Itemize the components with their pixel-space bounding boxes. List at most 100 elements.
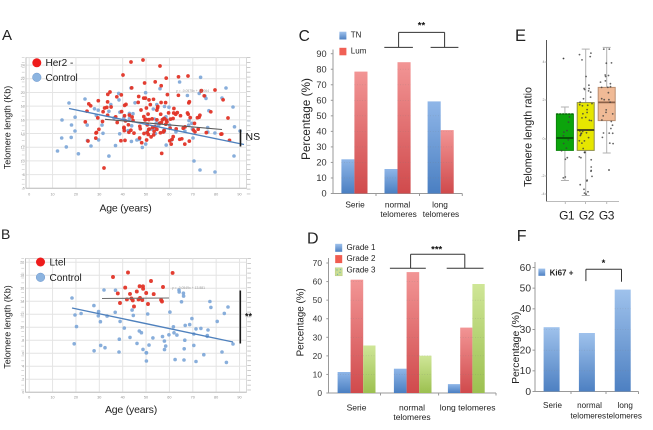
svg-text:22: 22 bbox=[21, 77, 25, 81]
svg-text:10: 10 bbox=[50, 193, 54, 197]
svg-text:-4: -4 bbox=[541, 192, 544, 196]
svg-text:10: 10 bbox=[316, 173, 326, 183]
svg-text:70: 70 bbox=[316, 80, 326, 90]
svg-text:Grade 3: Grade 3 bbox=[347, 265, 376, 274]
svg-text:0: 0 bbox=[28, 193, 30, 197]
svg-text:60: 60 bbox=[316, 96, 326, 106]
svg-text:30: 30 bbox=[97, 396, 101, 400]
svg-text:20: 20 bbox=[21, 91, 25, 95]
svg-text:40: 40 bbox=[520, 304, 532, 315]
svg-text:10: 10 bbox=[520, 366, 532, 377]
svg-text:Grade 2: Grade 2 bbox=[347, 254, 376, 263]
svg-text:20: 20 bbox=[20, 261, 24, 265]
svg-text:70: 70 bbox=[191, 193, 195, 197]
svg-text:60: 60 bbox=[167, 193, 171, 197]
svg-text:6: 6 bbox=[23, 187, 25, 191]
svg-text:Ki67 +: Ki67 + bbox=[550, 269, 574, 278]
svg-text:Telomere length (Kb): Telomere length (Kb) bbox=[3, 285, 13, 369]
svg-text:40: 40 bbox=[316, 127, 326, 137]
svg-text:Her2 -: Her2 - bbox=[46, 58, 74, 69]
svg-text:20: 20 bbox=[74, 396, 78, 400]
svg-text:C: C bbox=[299, 28, 310, 45]
svg-text:Percentage (%): Percentage (%) bbox=[511, 312, 522, 384]
svg-text:**: ** bbox=[245, 312, 253, 322]
svg-text:20: 20 bbox=[520, 346, 532, 357]
svg-text:90: 90 bbox=[316, 49, 326, 59]
svg-text:40: 40 bbox=[121, 396, 125, 400]
svg-text:24: 24 bbox=[21, 64, 25, 68]
svg-text:Control: Control bbox=[46, 73, 78, 84]
svg-text:telomeres: telomeres bbox=[423, 209, 459, 219]
svg-text:80: 80 bbox=[214, 396, 218, 400]
svg-text:30: 30 bbox=[97, 193, 101, 197]
svg-text:0: 0 bbox=[22, 391, 24, 395]
svg-text:normal: normal bbox=[399, 402, 425, 412]
svg-text:Serie: Serie bbox=[345, 200, 365, 210]
svg-text:telomeres: telomeres bbox=[571, 411, 607, 420]
svg-text:telomeres: telomeres bbox=[393, 412, 430, 422]
svg-text:16: 16 bbox=[20, 287, 24, 291]
svg-text:8: 8 bbox=[22, 339, 24, 343]
svg-text:A: A bbox=[2, 27, 12, 44]
svg-text:Age (years): Age (years) bbox=[99, 202, 151, 214]
svg-text:70: 70 bbox=[313, 258, 323, 268]
svg-text:12: 12 bbox=[21, 146, 25, 150]
svg-text:G3: G3 bbox=[599, 209, 615, 223]
svg-text:20: 20 bbox=[316, 158, 326, 168]
svg-text:0: 0 bbox=[543, 137, 545, 141]
svg-text:-2: -2 bbox=[541, 174, 544, 178]
svg-text:16: 16 bbox=[21, 118, 25, 122]
svg-text:70: 70 bbox=[191, 396, 195, 400]
svg-text:10: 10 bbox=[50, 396, 54, 400]
svg-text:18: 18 bbox=[20, 274, 24, 278]
svg-text:4: 4 bbox=[22, 365, 24, 369]
svg-text:long: long bbox=[432, 200, 448, 210]
svg-text:0: 0 bbox=[317, 388, 322, 398]
svg-text:E: E bbox=[515, 27, 526, 45]
svg-text:10: 10 bbox=[21, 159, 25, 163]
svg-text:F: F bbox=[517, 228, 527, 245]
svg-text:G1: G1 bbox=[559, 209, 575, 223]
svg-text:B: B bbox=[1, 226, 10, 242]
svg-text:long telomeres: long telomeres bbox=[440, 402, 496, 412]
svg-text:G2: G2 bbox=[579, 209, 595, 223]
svg-text:NS: NS bbox=[246, 131, 261, 143]
svg-text:Percentage (%): Percentage (%) bbox=[295, 288, 306, 356]
svg-text:30: 30 bbox=[313, 332, 323, 342]
svg-text:10: 10 bbox=[313, 369, 323, 379]
svg-text:Telomere length (Kb): Telomere length (Kb) bbox=[3, 86, 13, 170]
svg-text:60: 60 bbox=[520, 263, 532, 274]
svg-text:14: 14 bbox=[21, 132, 25, 136]
svg-text:90: 90 bbox=[237, 396, 241, 400]
svg-text:2: 2 bbox=[543, 98, 545, 102]
svg-text:80: 80 bbox=[316, 64, 326, 74]
svg-text:0: 0 bbox=[321, 189, 326, 199]
svg-text:y = -0.0575x + 12.064: y = -0.0575x + 12.064 bbox=[176, 89, 209, 93]
svg-text:long: long bbox=[618, 401, 633, 410]
svg-text:normal: normal bbox=[577, 401, 602, 410]
svg-text:20: 20 bbox=[313, 351, 323, 361]
svg-text:60: 60 bbox=[313, 277, 323, 287]
svg-text:10: 10 bbox=[20, 326, 24, 330]
svg-text:normal: normal bbox=[385, 200, 411, 210]
svg-text:50: 50 bbox=[144, 193, 148, 197]
svg-text:Grade 1: Grade 1 bbox=[347, 243, 376, 252]
svg-text:Age (years): Age (years) bbox=[105, 404, 157, 416]
svg-text:50: 50 bbox=[144, 396, 148, 400]
svg-text:40: 40 bbox=[121, 193, 125, 197]
svg-text:8: 8 bbox=[23, 173, 25, 177]
svg-text:40: 40 bbox=[313, 314, 323, 324]
svg-text:20: 20 bbox=[74, 193, 78, 197]
svg-text:Serie: Serie bbox=[347, 402, 367, 412]
svg-text:*: * bbox=[602, 258, 606, 269]
svg-text:80: 80 bbox=[214, 193, 218, 197]
svg-text:Telomere length ratio: Telomere length ratio bbox=[522, 87, 534, 187]
svg-text:0: 0 bbox=[525, 387, 531, 398]
svg-text:30: 30 bbox=[316, 142, 326, 152]
svg-text:50: 50 bbox=[316, 111, 326, 121]
svg-text:0: 0 bbox=[28, 396, 30, 400]
svg-text:14: 14 bbox=[20, 300, 24, 304]
svg-text:Percentage (%): Percentage (%) bbox=[299, 78, 313, 160]
svg-text:D: D bbox=[307, 231, 319, 248]
svg-text:6: 6 bbox=[22, 352, 24, 356]
